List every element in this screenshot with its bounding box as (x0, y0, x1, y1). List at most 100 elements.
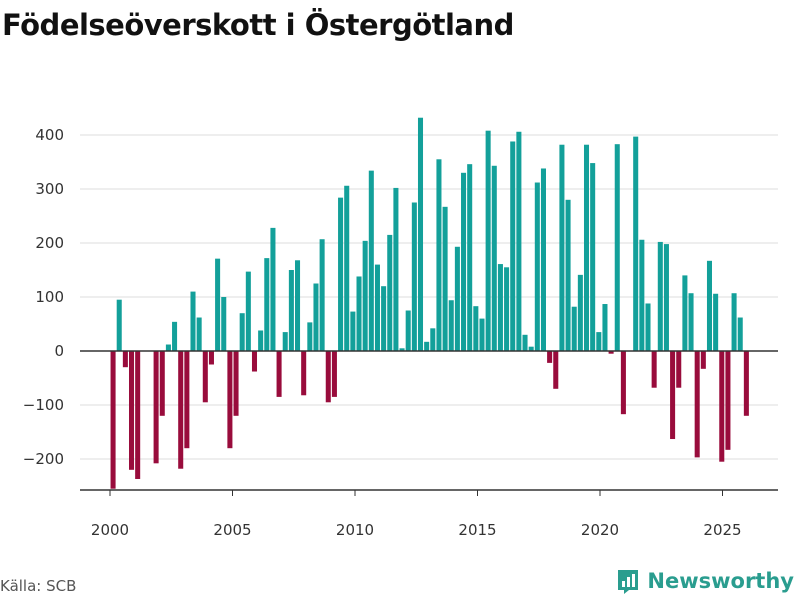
bar (461, 172, 467, 351)
bar (393, 187, 399, 351)
bar (159, 351, 165, 416)
bar (670, 351, 676, 440)
bar (245, 271, 251, 351)
bar (645, 303, 651, 351)
source-note: Källa: SCB (0, 577, 77, 595)
bar (165, 344, 171, 351)
bar (547, 351, 553, 363)
bar (350, 311, 356, 351)
brand-logo: Newsworthy (615, 568, 794, 594)
bar (725, 351, 731, 450)
bar (454, 246, 460, 351)
bar (251, 351, 258, 372)
bar (522, 334, 528, 351)
bar (448, 300, 454, 351)
x-tick-label: 2015 (458, 521, 496, 539)
bar (571, 306, 577, 351)
brand-name: Newsworthy (647, 569, 794, 593)
bar (110, 351, 116, 489)
bar (282, 332, 288, 351)
bar (688, 293, 694, 351)
bar (325, 351, 331, 403)
gridlines (80, 134, 778, 460)
bar (534, 182, 540, 351)
bar (491, 165, 497, 351)
bar (374, 264, 380, 351)
x-axis-ticks: 2000 2005 2010 2015 2020 2025 (91, 490, 742, 539)
x-tick-label: 2005 (213, 521, 251, 539)
bar (258, 330, 264, 351)
bar (202, 351, 208, 403)
bar (424, 341, 430, 351)
bar (135, 351, 141, 479)
y-axis-ticks: −200 −100 0 100 200 300 400 (23, 126, 64, 468)
bar (381, 286, 387, 351)
bar (184, 351, 190, 449)
bar (479, 318, 485, 351)
y-tick-label: 200 (35, 234, 64, 252)
bar (239, 313, 245, 351)
bar (338, 197, 344, 351)
bar (430, 328, 436, 351)
bar (639, 239, 645, 351)
bar (596, 332, 602, 351)
bar (331, 351, 337, 397)
bar (178, 351, 184, 469)
bar (602, 304, 608, 351)
bar (497, 264, 503, 351)
bar (190, 291, 196, 351)
bar (270, 227, 276, 351)
bar (467, 164, 473, 351)
chart-title: Födelseöverskott i Östergötland (2, 8, 514, 42)
bar (362, 240, 368, 351)
bar (485, 130, 491, 351)
y-tick-label: 0 (54, 342, 64, 360)
bar (700, 351, 706, 369)
bar (295, 260, 301, 351)
bar (387, 234, 393, 351)
bar (540, 168, 546, 351)
bar (510, 141, 516, 351)
bar (620, 351, 626, 415)
bar (411, 202, 417, 351)
bar (442, 206, 448, 351)
bar (577, 274, 583, 351)
bar (405, 310, 411, 351)
bar (651, 351, 657, 388)
x-tick-label: 2025 (703, 521, 741, 539)
bars (110, 117, 749, 489)
bar (559, 144, 565, 351)
bar (307, 322, 313, 351)
x-tick-label: 2010 (336, 521, 374, 539)
bar (657, 241, 663, 351)
y-tick-label: −100 (23, 396, 64, 414)
bar (504, 267, 510, 351)
bar (313, 283, 319, 351)
bar (583, 144, 590, 351)
bar (436, 159, 442, 351)
bar (221, 297, 227, 351)
bar (743, 351, 749, 416)
bar (633, 136, 639, 351)
bar (737, 317, 743, 351)
bar (682, 275, 688, 351)
bar (713, 293, 719, 351)
bar (344, 185, 350, 351)
bar (301, 351, 307, 396)
x-tick-label: 2020 (581, 521, 619, 539)
bar (356, 276, 362, 351)
x-tick-label: 2000 (91, 521, 129, 539)
bar (399, 348, 405, 351)
bar (553, 351, 559, 389)
y-tick-label: 400 (35, 126, 64, 144)
bar (196, 317, 202, 351)
bar (227, 351, 233, 449)
bar (153, 351, 159, 464)
bar (590, 163, 596, 351)
bar (676, 351, 682, 388)
bar (319, 239, 325, 351)
bar (276, 351, 282, 397)
bar (288, 270, 294, 351)
y-tick-label: 100 (35, 288, 64, 306)
